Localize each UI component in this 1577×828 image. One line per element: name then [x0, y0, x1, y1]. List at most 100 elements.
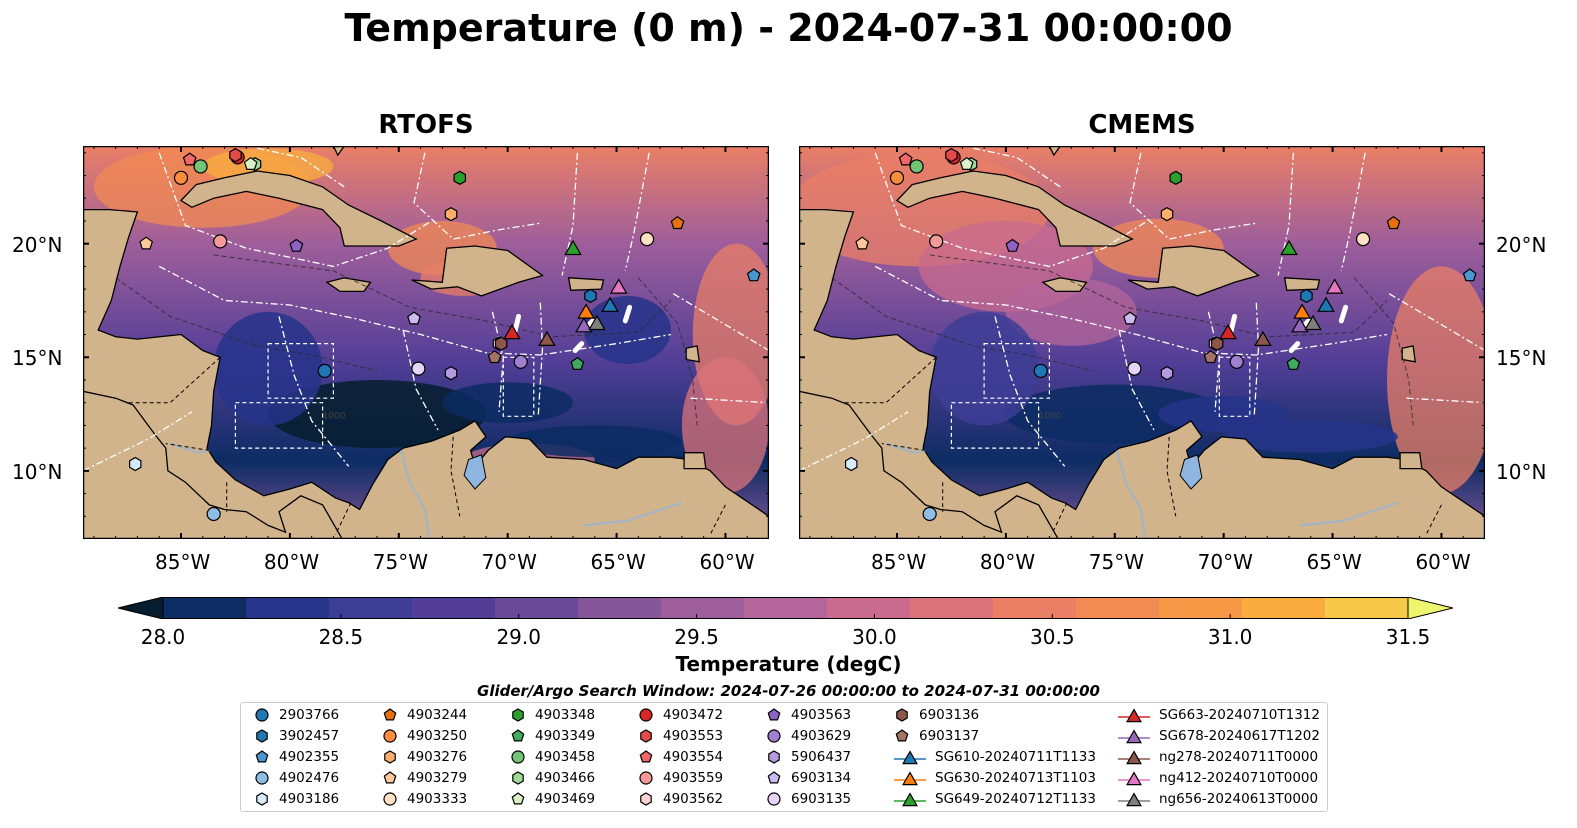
- station-4903186: [128, 456, 142, 472]
- legend-label: 4903554: [663, 749, 724, 765]
- legend-marker: [1126, 729, 1142, 744]
- land-islands: [1401, 345, 1417, 363]
- legend-entry: 6903136: [893, 705, 979, 725]
- legend-entry: 6903135: [765, 789, 851, 809]
- station-SG663-20240710T1312: [503, 323, 521, 340]
- land-trinidad: [683, 452, 707, 470]
- legend-marker-pentagon-icon: [255, 750, 269, 763]
- lon-tick-label: 85°W: [871, 550, 927, 574]
- station-4903333: [1355, 232, 1371, 247]
- legend-marker: [767, 771, 781, 784]
- cool-patch: [1005, 384, 1224, 444]
- cool-patch: [213, 311, 323, 426]
- legend-entry: 4902476: [253, 768, 339, 788]
- legend-label: 4903349: [535, 728, 596, 744]
- station-4903458: [909, 159, 924, 174]
- eez-boundary: [413, 152, 541, 240]
- legend-label: 4903466: [535, 770, 596, 786]
- station-SG649-20240712T1133: [1280, 239, 1298, 256]
- eez-boundary: [1129, 152, 1257, 240]
- map-cmems[interactable]: 1000: [799, 146, 1485, 539]
- station-4903629: [1229, 354, 1244, 369]
- river: [885, 442, 926, 454]
- legend-entry: 4903629: [765, 726, 851, 746]
- legend-marker: [902, 771, 918, 786]
- legend-marker: [767, 708, 781, 721]
- legend-marker-triangle-icon: [1118, 729, 1150, 744]
- legend-marker: [768, 750, 780, 764]
- station-4902476: [206, 506, 221, 522]
- legend-entry: 4903333: [381, 789, 467, 809]
- colorbar-bin: [827, 597, 911, 619]
- border: [709, 504, 726, 535]
- colorbar-frame: [162, 597, 1409, 619]
- station-6903136: [1210, 336, 1224, 351]
- legend-entry: 4903563: [765, 705, 851, 725]
- land-pacific: [799, 390, 1059, 539]
- legend-entry: SG678-20240617T1202: [1117, 726, 1320, 746]
- station-6903134: [407, 311, 421, 325]
- station-ng412-20240710T0000: [609, 278, 628, 294]
- legend-entry: 4903276: [381, 747, 467, 767]
- legend-marker: [512, 708, 524, 722]
- lake-maracaibo: [1179, 454, 1203, 490]
- eez-boundary: [402, 329, 439, 431]
- land-puertorico: [1283, 277, 1321, 291]
- legend-label: 4903244: [407, 707, 468, 723]
- legend-marker: [383, 729, 397, 743]
- legend-marker: [512, 771, 524, 785]
- legend-entry: 4903349: [509, 726, 595, 746]
- station-4903244: [670, 215, 685, 230]
- legend-marker: [1126, 792, 1142, 807]
- station-6903135: [411, 361, 426, 376]
- border: [881, 443, 926, 451]
- legend-marker-pentagon-icon: [383, 771, 397, 784]
- station-4903276: [444, 207, 458, 222]
- legend-marker: [255, 771, 269, 785]
- legend-entry: 4903279: [381, 768, 467, 788]
- legend-marker-pentagon-icon: [895, 729, 909, 742]
- glider-track: [622, 304, 633, 324]
- legend-entry: 4903458: [509, 747, 595, 767]
- station-4902476: [922, 506, 937, 522]
- legend-entry: 2903766: [253, 705, 339, 725]
- land-hispaniola: [411, 245, 544, 297]
- station-4903279: [139, 236, 154, 250]
- eez-boundary: [1406, 397, 1485, 404]
- map-frame: [799, 146, 1485, 539]
- land-pacific: [83, 390, 343, 539]
- colorbar: [117, 596, 1454, 620]
- eez-boundary: [537, 302, 544, 417]
- legend-label: ng278-20240711T0000: [1159, 749, 1319, 765]
- station-4903553: [229, 147, 242, 163]
- isobath-label: 1000: [323, 412, 346, 422]
- colorbar-bin: [329, 597, 413, 619]
- border: [450, 436, 461, 517]
- legend-label: 2903766: [279, 707, 340, 723]
- lat-tick-label: 15°N: [12, 346, 63, 370]
- legend-label: 4902476: [279, 770, 340, 786]
- legend-entry: SG610-20240711T1133: [893, 747, 1096, 767]
- station-SG663-20240710T1312: [1219, 323, 1237, 340]
- legend-marker-hexagon-icon: [768, 750, 780, 764]
- eez-boundary: [672, 293, 769, 352]
- colorbar-bin: [412, 597, 496, 619]
- legend-marker: [256, 729, 268, 743]
- station-4903279: [855, 236, 870, 250]
- legend-marker-triangle-icon: [1118, 750, 1150, 765]
- station-4903559: [929, 234, 944, 249]
- lake-maracaibo: [463, 454, 487, 490]
- legend-marker: [256, 792, 268, 806]
- colorbar-bin: [744, 597, 828, 619]
- legend-marker-circle-icon: [255, 708, 269, 722]
- eez-boundary: [1118, 329, 1155, 431]
- legend-entry: 4903553: [637, 726, 723, 746]
- legend-entry: 6903137: [893, 726, 979, 746]
- station-4903349: [570, 356, 585, 370]
- region-box: [267, 343, 334, 399]
- cool-patch: [583, 295, 671, 365]
- legend-marker: [384, 750, 396, 764]
- map-rtofs[interactable]: 1000: [83, 146, 769, 539]
- legend-marker: [511, 729, 525, 742]
- isobath-1000: [115, 277, 378, 372]
